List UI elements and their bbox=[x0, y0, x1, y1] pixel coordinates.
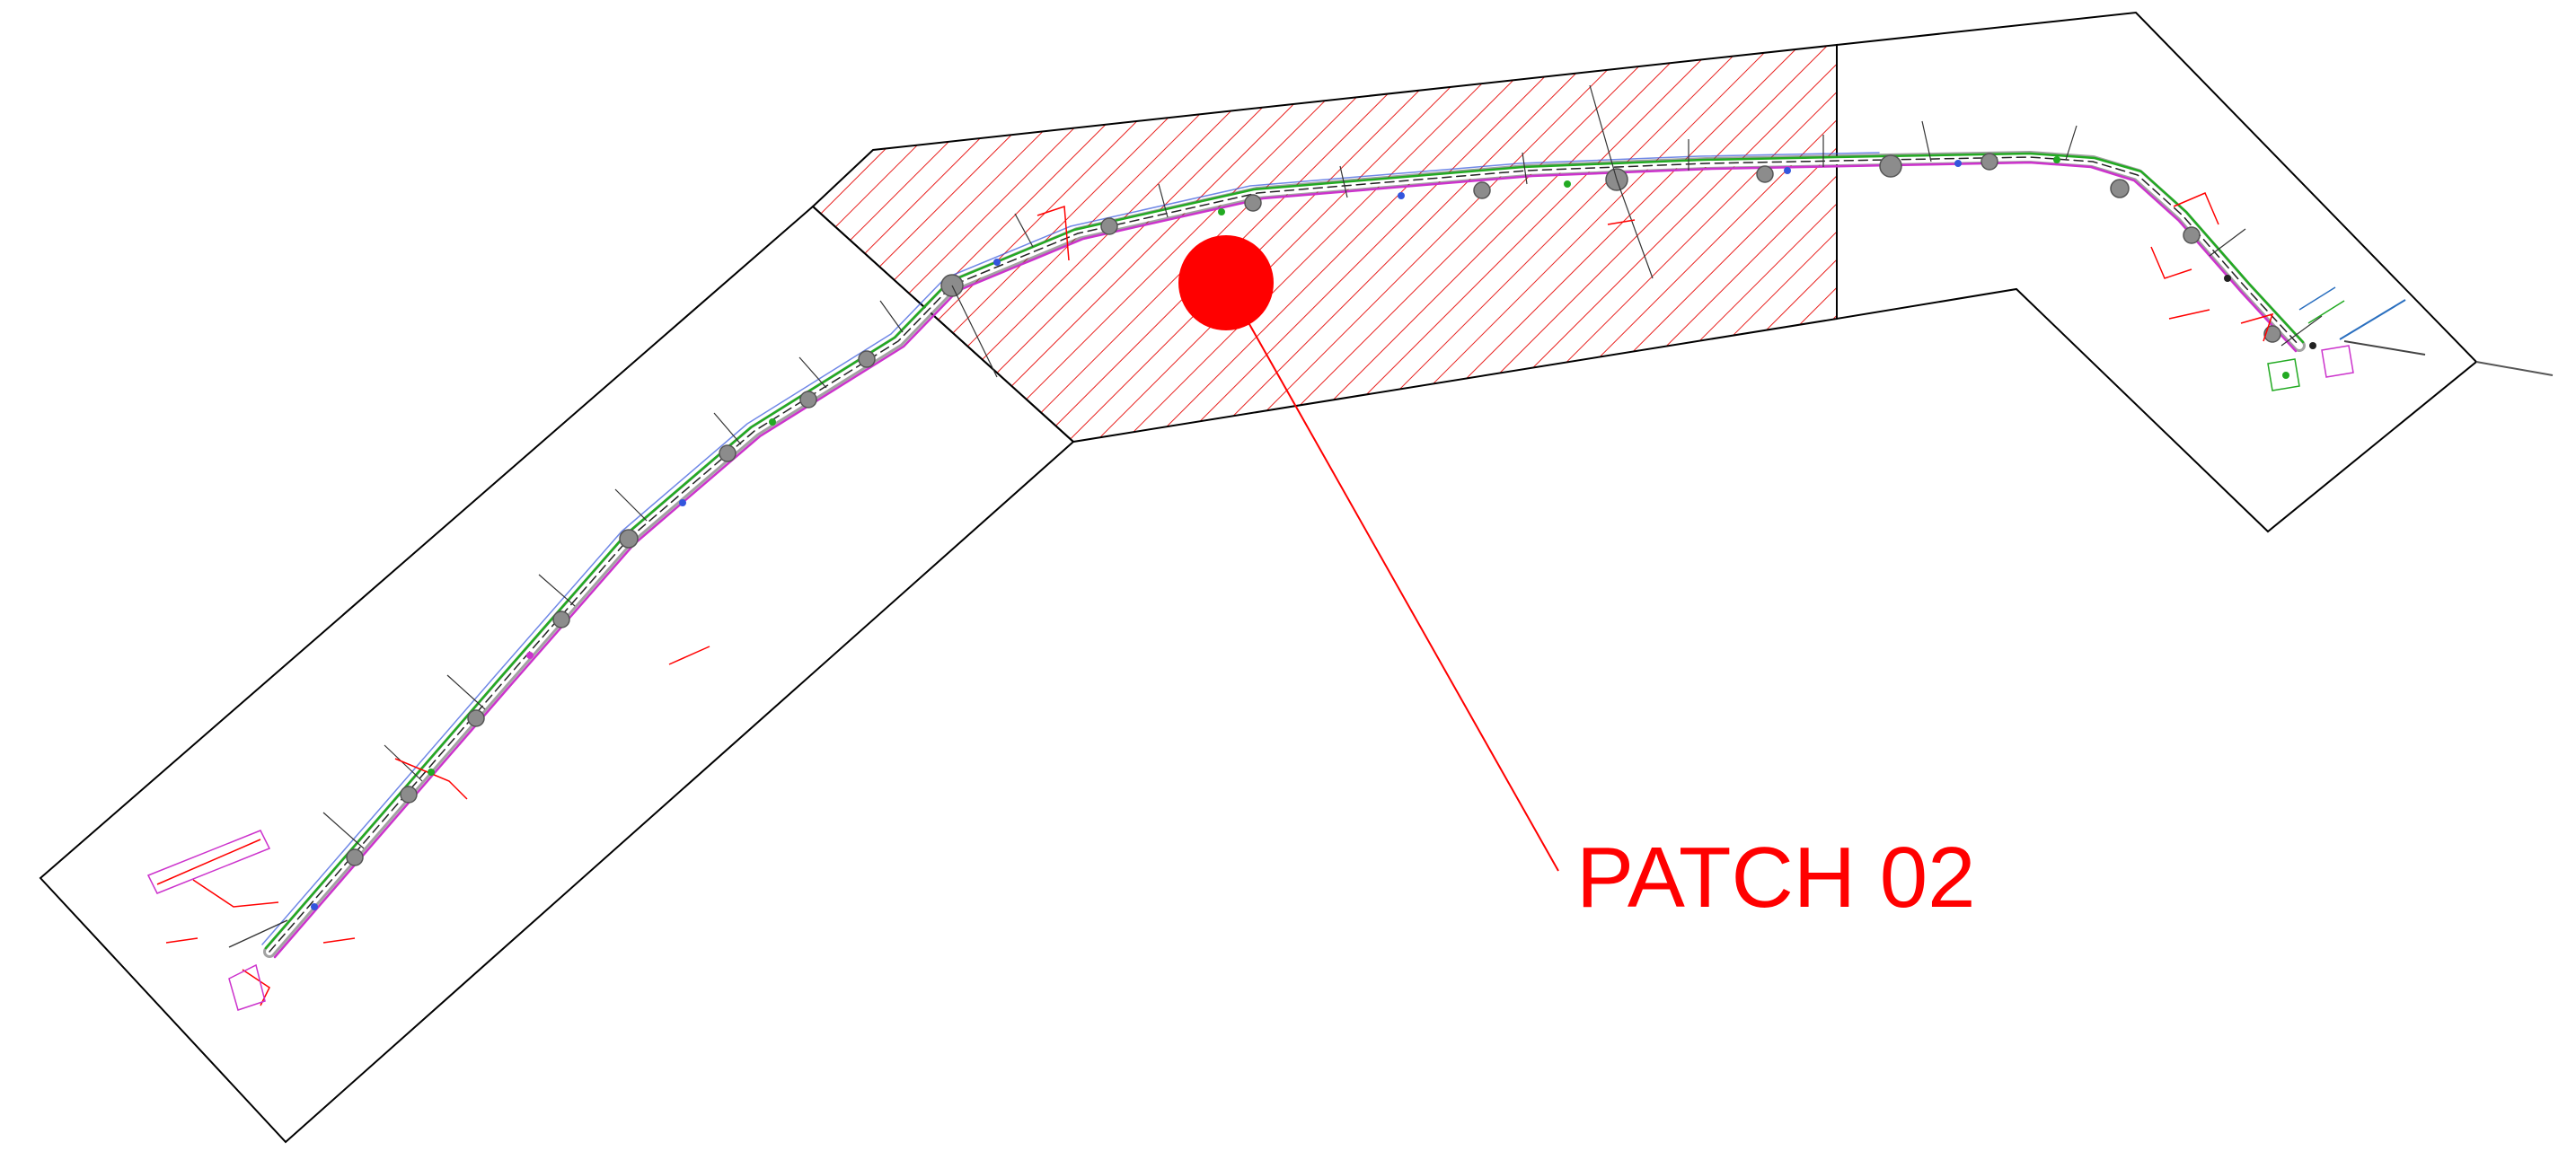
junction-node bbox=[1879, 154, 1902, 178]
junction-node bbox=[552, 611, 570, 628]
junction-node bbox=[1100, 217, 1118, 235]
junction-node bbox=[1756, 165, 1774, 183]
end-details bbox=[146, 286, 2354, 1011]
junction-node bbox=[719, 444, 737, 462]
red-detail-annotations bbox=[165, 192, 2274, 1006]
patch-callout: PATCH 02 bbox=[1178, 235, 1976, 926]
patch-02-hatched-region bbox=[811, 43, 1838, 444]
junction-node bbox=[2110, 179, 2130, 198]
junction-node bbox=[799, 391, 817, 409]
junction-node bbox=[346, 848, 364, 866]
marker-dot-icon bbox=[2224, 275, 2231, 282]
right-sheet-tail-line bbox=[2475, 361, 2554, 376]
marker-dot-icon bbox=[1564, 180, 1571, 188]
marker-dot-icon bbox=[1784, 167, 1791, 174]
junction-node bbox=[2183, 226, 2201, 244]
marker-dot-icon bbox=[993, 259, 1001, 266]
marker-dot-icon bbox=[1218, 208, 1225, 215]
marker-dot-icon bbox=[428, 769, 435, 776]
marker-dot-icon bbox=[526, 652, 534, 659]
junction-node bbox=[400, 786, 418, 804]
marker-dot-icon bbox=[2282, 372, 2289, 379]
left-sheet-boundary bbox=[39, 205, 1075, 1144]
marker-dot-icon bbox=[1954, 160, 1962, 167]
junction-nodes bbox=[346, 153, 2281, 866]
callout-leader-line bbox=[1225, 282, 1559, 872]
junction-node bbox=[1473, 181, 1491, 199]
right-sheet-detail-line-1 bbox=[2339, 299, 2406, 340]
annotation-leaders bbox=[322, 84, 2323, 849]
marker-dot-icon bbox=[2053, 156, 2060, 163]
junction-node bbox=[1244, 194, 1262, 212]
junction-node bbox=[858, 350, 876, 368]
right-sheet-boundary bbox=[1836, 11, 2478, 533]
right-sheet-detail-line-2 bbox=[2343, 340, 2426, 356]
road-magenta-line bbox=[273, 161, 2298, 959]
junction-node bbox=[619, 529, 639, 549]
marker-dot-icon bbox=[1398, 192, 1405, 199]
patch-marker-dot-icon bbox=[1178, 235, 1274, 330]
road-green-line bbox=[264, 152, 2305, 950]
utility-markers bbox=[311, 156, 2316, 910]
junction-node bbox=[467, 709, 485, 727]
marker-dot-icon bbox=[311, 903, 318, 910]
patch-label: PATCH 02 bbox=[1576, 830, 1976, 926]
junction-node bbox=[1981, 153, 1998, 171]
marker-dot-icon bbox=[769, 418, 776, 426]
marker-dot-icon bbox=[679, 499, 686, 506]
marker-dot-icon bbox=[2309, 342, 2316, 349]
junction-node bbox=[2263, 325, 2281, 343]
road-corridor bbox=[261, 151, 2306, 959]
road-centerline bbox=[269, 156, 2300, 953]
